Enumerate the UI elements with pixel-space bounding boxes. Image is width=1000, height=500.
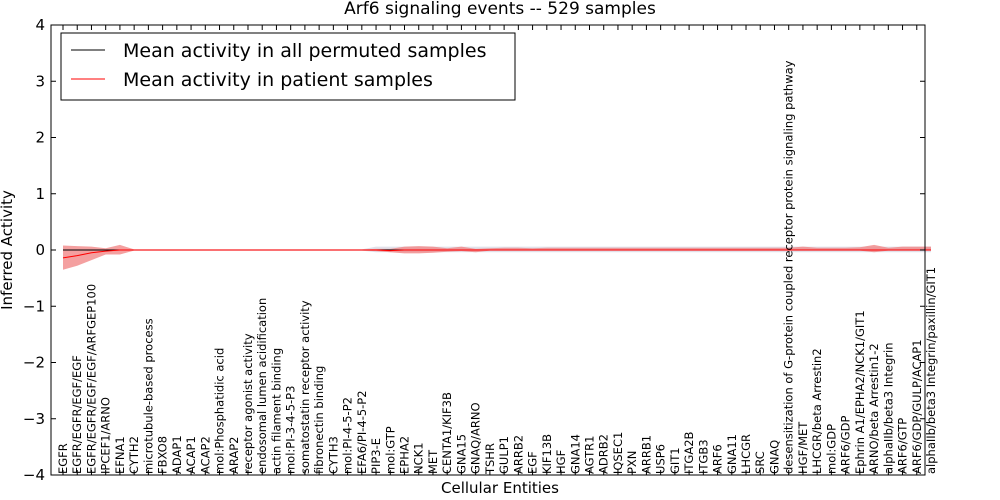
x-tick-label: actin filament binding <box>269 348 283 474</box>
x-tick-label: CENTA1/KIF3B <box>440 392 454 474</box>
x-tick-label: alphaIIb/beta3 Integrin/paxillin/GIT1 <box>924 267 938 474</box>
x-tick-label: GNA15 <box>454 434 468 474</box>
x-tick-label: LHCGR/beta Arrestin2 <box>810 348 824 474</box>
x-tick-label: EFA6/PI-4-5-P2 <box>355 390 369 474</box>
x-tick-label: mol:PI-3-4-5-P3 <box>284 386 298 474</box>
x-tick-label: LHCGR <box>739 434 753 474</box>
x-axis-label: Cellular Entities <box>441 479 559 497</box>
x-tick-label: MET <box>426 449 440 474</box>
x-tick-label: EGF <box>526 451 540 474</box>
x-tick-label: SRC <box>753 451 767 474</box>
x-tick-label: receptor agonist activity <box>241 333 255 474</box>
y-tick-label: 0 <box>35 241 45 259</box>
x-tick-label: USP6 <box>654 444 668 474</box>
patient-confidence-band <box>63 244 931 270</box>
y-tick-label: 2 <box>35 129 45 147</box>
x-tick-label: ARRB1 <box>639 435 653 474</box>
x-tick-label: TSHR <box>483 443 497 475</box>
x-tick-label: alphaIIb/beta3 Integrin <box>881 342 895 474</box>
y-tick-label: 3 <box>35 72 45 90</box>
x-axis: EGFR EGFR/EGFR/EGF/EGF EGFR/EGFR/EGF/EGF/A… <box>56 25 938 475</box>
x-tick-label: fibronectin binding <box>312 366 326 474</box>
x-tick-label: ADAP1 <box>170 435 184 474</box>
x-tick-label: ACAP1 <box>184 436 198 474</box>
x-tick-label: HGF/MET <box>796 421 810 474</box>
patient-mean-line <box>62 249 931 259</box>
x-tick-label: NCK1 <box>412 442 426 474</box>
x-tick-label: ARNO/beta Arrestin1-2 <box>867 343 881 474</box>
x-tick-label: KIF13B <box>540 434 554 474</box>
x-tick-label: ARF6/GDP/GULP/ACAP1 <box>910 339 924 474</box>
x-tick-label: mol:PI-4-5-P2 <box>341 397 355 474</box>
x-tick-label: EGFR <box>56 443 70 474</box>
y-tick-label: 4 <box>35 16 45 34</box>
x-tick-label: PIP3-E <box>369 438 383 474</box>
x-tick-label: IPCEF1/ARNO <box>99 397 113 474</box>
x-tick-label: EGFR/EGFR/EGF/EGF/ARFGEP100 <box>85 284 99 474</box>
x-tick-label: EFNA1 <box>113 436 127 474</box>
x-tick-label: mol:GTP <box>383 426 397 474</box>
y-tick-label: −4 <box>23 466 45 484</box>
x-tick-label: ARRB2 <box>511 435 525 474</box>
x-tick-label: GULP1 <box>497 436 511 474</box>
legend-label-patient: Mean activity in patient samples <box>123 69 433 91</box>
legend-label-permuted: Mean activity in all permuted samples <box>123 40 486 62</box>
x-tick-label: ACAP2 <box>198 436 212 474</box>
x-tick-label: mol:Phosphatidic acid <box>213 348 227 474</box>
x-tick-label: GNA11 <box>725 434 739 474</box>
x-tick-label: microtubule-based process <box>141 318 155 474</box>
y-tick-label: −3 <box>23 410 45 428</box>
x-tick-label: desensitization of G-protein coupled rec… <box>782 60 796 474</box>
x-tick-label: ARF6/GDP <box>839 416 853 474</box>
x-tick-label: GNAQ <box>768 440 782 474</box>
x-tick-label: GNA14 <box>568 434 582 474</box>
x-tick-label: AGTR1 <box>583 436 597 475</box>
y-tick-label: −1 <box>23 297 45 315</box>
x-tick-label: ARF6 <box>711 444 725 474</box>
chart-title: Arf6 signaling events -- 529 samples <box>344 0 656 19</box>
x-tick-label: IQSEC1 <box>611 432 625 474</box>
x-tick-label: ARF6/GTP <box>896 418 910 474</box>
x-tick-label: Ephrin A1/EPHA2/NCK1/GIT1 <box>853 310 867 474</box>
x-tick-label: somatostatin receptor activity <box>298 300 312 474</box>
y-tick-label: −2 <box>23 354 45 372</box>
legend: Mean activity in all permuted samples Me… <box>60 32 516 101</box>
y-axis-label: Inferred Activity <box>0 190 16 310</box>
x-tick-label: CYTH2 <box>127 436 141 474</box>
x-tick-label: ITGA2B <box>682 431 696 474</box>
y-axis: −4 −3 −2 −1 0 1 2 3 4 <box>23 16 925 484</box>
x-tick-label: mol:GDP <box>824 424 838 474</box>
x-tick-label: PXN <box>625 451 639 474</box>
x-tick-label: ADRB2 <box>597 434 611 474</box>
series-layer <box>62 249 931 259</box>
legend-box <box>60 32 516 101</box>
x-tick-label: ARAP2 <box>227 437 241 475</box>
y-tick-label: 1 <box>35 185 45 203</box>
x-tick-label: endosomal lumen acidification <box>255 298 269 474</box>
x-tick-label: GIT1 <box>668 447 682 474</box>
x-tick-label: HGF <box>554 450 568 474</box>
x-tick-label: GNAQ/ARNO <box>469 402 483 474</box>
x-tick-label: EPHA2 <box>398 436 412 474</box>
patient-band-layer <box>63 244 931 270</box>
x-tick-label: CYTH3 <box>326 436 340 474</box>
x-tick-label: FBXO8 <box>156 436 170 474</box>
x-tick-label: EGFR/EGFR/EGF/EGF <box>70 355 84 474</box>
x-tick-label: ITGB3 <box>696 439 710 474</box>
